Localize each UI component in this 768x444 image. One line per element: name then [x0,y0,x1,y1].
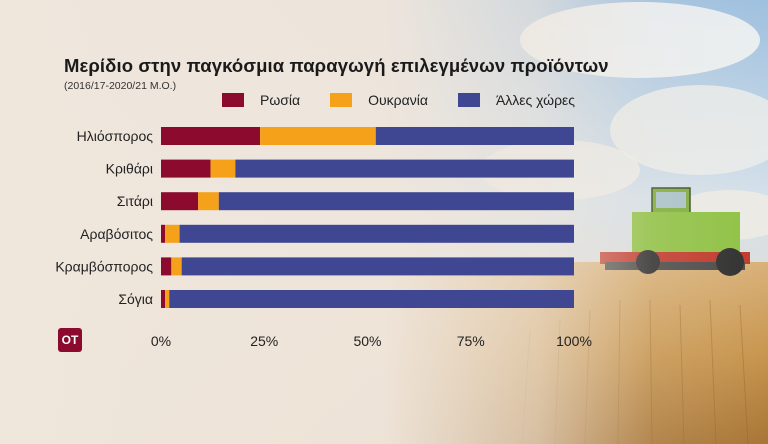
category-label: Σόγια [118,291,153,307]
legend-swatch-ukraine [330,93,353,107]
chart-subtitle: (2016/17-2020/21 Μ.Ο.) [64,80,177,92]
legend-item-ukraine: Ουκρανία [330,92,428,108]
bar-segment-russia [161,192,199,211]
legend-item-russia: Ρωσία [222,92,300,108]
bar-segment-ukraine [198,192,219,211]
bar-segment-russia [161,127,261,145]
bar-segment-ukraine [171,257,182,276]
category-label: Ηλιόσπορος [77,128,154,144]
bar-segment-others [179,224,574,243]
legend-item-others: Άλλες χώρες [457,92,576,108]
bar-segment-ukraine [165,290,170,308]
legend-label-russia: Ρωσία [260,92,301,108]
bar-segment-ukraine [210,159,236,178]
chart-title: Μερίδιο στην παγκόσμια παραγωγή επιλεγμέ… [64,55,609,76]
ot-logo: OT [58,328,82,352]
bar-segment-russia [161,290,166,308]
legend-label-ukraine: Ουκρανία [368,92,428,108]
bar-segment-others [218,192,574,211]
x-tick-label: 0% [151,333,171,349]
bar-segment-russia [161,257,172,276]
x-tick-label: 75% [457,333,485,349]
bar-segment-others [235,159,574,178]
x-tick-label: 25% [250,333,278,349]
bar-segment-others [181,257,574,276]
category-label: Αραβόσιτος [80,226,153,242]
category-label: Κριθάρι [106,161,153,177]
legend-label-others: Άλλες χώρες [495,92,576,108]
category-label: Κραμβόσπορος [55,258,153,274]
x-tick-label: 50% [353,333,381,349]
bar-segment-others [375,127,574,145]
bar-segment-ukraine [165,224,180,243]
category-label: Σιτάρι [117,193,153,209]
bar-segment-russia [161,159,211,178]
x-tick-label: 100% [556,333,592,349]
bar-segment-ukraine [260,127,376,145]
legend-swatch-others [457,93,480,107]
bar-segment-others [169,290,574,308]
bar-segment-russia [161,224,166,243]
chart-legend: Ρωσία Ουκρανία Άλλες χώρες [222,92,605,108]
legend-swatch-russia [222,93,244,107]
